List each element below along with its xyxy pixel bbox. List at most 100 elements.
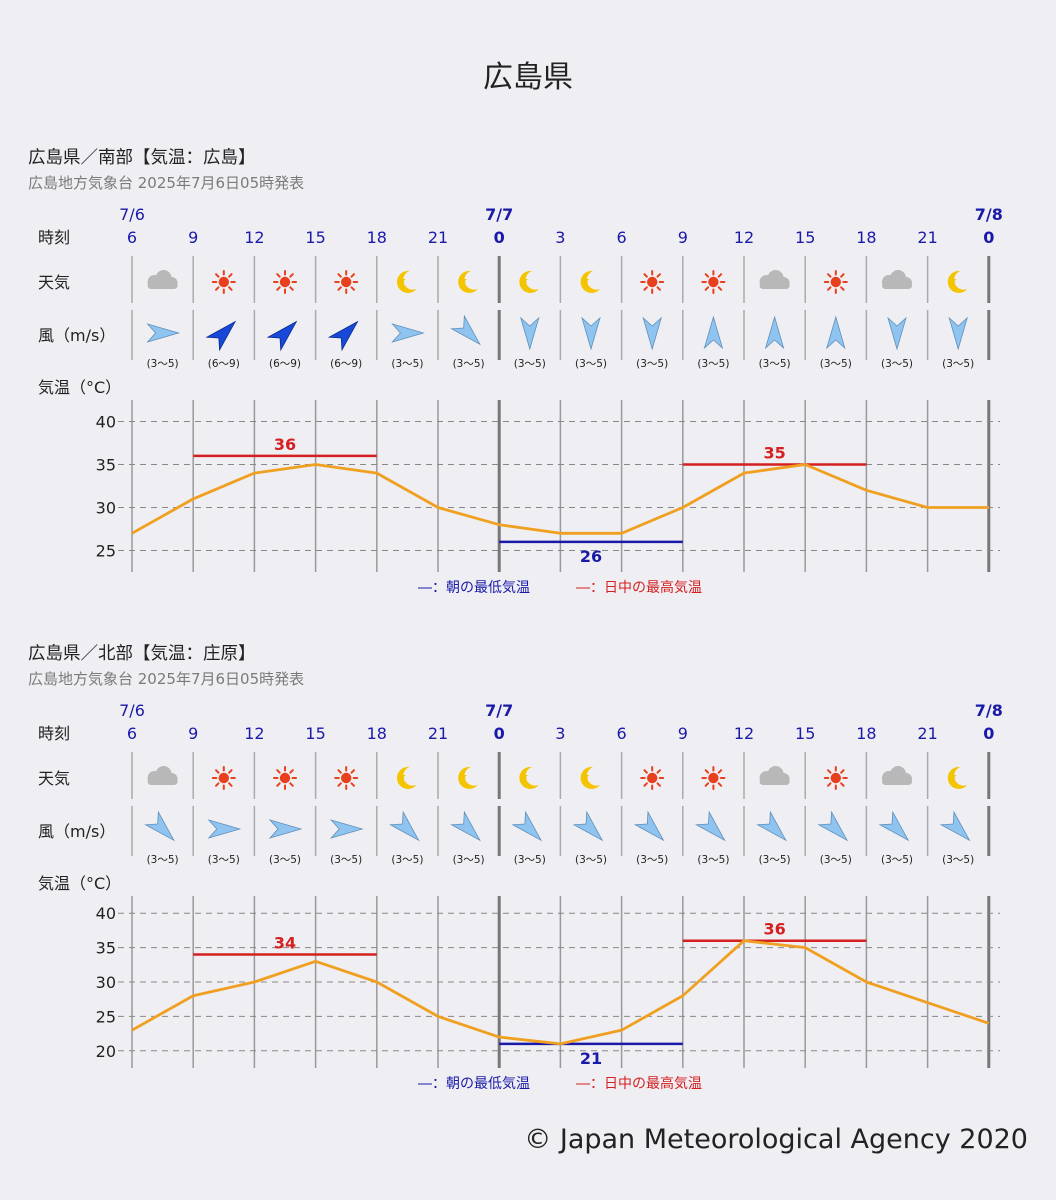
wind-speed-label: (3～5) xyxy=(820,854,852,866)
y-tick-label: 35 xyxy=(96,939,116,958)
wind-speed-label: (3～5) xyxy=(881,358,913,370)
y-tick-label: 30 xyxy=(96,973,116,992)
y-tick-label: 40 xyxy=(96,904,116,923)
date-label: 7/7 xyxy=(485,701,513,720)
wind-arrow-icon xyxy=(764,315,785,350)
hour-label: 18 xyxy=(856,724,876,743)
hour-label: 15 xyxy=(795,724,815,743)
wind-arrow-icon xyxy=(826,315,846,350)
wind-speed-label: (3～5) xyxy=(881,854,913,866)
sun-icon xyxy=(823,270,848,294)
date-label: 7/6 xyxy=(119,701,145,720)
wind-speed-label: (6～9) xyxy=(330,358,362,370)
wind-arrow-icon xyxy=(205,320,237,352)
hour-label: 12 xyxy=(734,724,754,743)
wind-speed-label: (3～5) xyxy=(208,854,240,866)
daily-max-label: 36 xyxy=(274,435,296,454)
wind-arrow-icon xyxy=(695,810,726,842)
cloud-icon xyxy=(759,270,790,289)
wind-speed-label: (6～9) xyxy=(208,358,240,370)
hour-label: 21 xyxy=(428,724,448,743)
wind-speed-label: (3～5) xyxy=(575,854,607,866)
moon-icon: ★ xyxy=(580,766,600,789)
moon-icon: ★ xyxy=(458,270,478,293)
wind-speed-label: (6～9) xyxy=(269,358,301,370)
wind-arrow-icon xyxy=(329,819,364,839)
wind-speed-label: (3～5) xyxy=(514,854,546,866)
y-tick-label: 20 xyxy=(96,1042,116,1061)
moon-icon: ★ xyxy=(396,766,417,789)
hour-label: 21 xyxy=(917,724,937,743)
wind-speed-label: (3～5) xyxy=(575,358,607,370)
wind-speed-label: (3～5) xyxy=(391,358,423,370)
hour-label: 3 xyxy=(555,724,565,743)
hour-label: 18 xyxy=(367,724,387,743)
hour-label: 18 xyxy=(856,228,876,247)
hour-label: 9 xyxy=(188,228,198,247)
svg-text:★: ★ xyxy=(460,276,468,286)
cloud-icon xyxy=(147,270,178,289)
moon-icon: ★ xyxy=(947,766,968,789)
wind-speed-label: (3～5) xyxy=(147,854,179,866)
svg-text:★: ★ xyxy=(949,772,957,782)
issued-text: 広島地方気象台 2025年7月6日05時発表 xyxy=(28,174,304,192)
svg-text:★: ★ xyxy=(582,772,590,782)
legend-max: ―：日中の最高気温 xyxy=(576,1075,702,1092)
hour-label: 12 xyxy=(734,228,754,247)
cloud-icon xyxy=(147,766,178,785)
wind-arrow-icon xyxy=(520,316,540,351)
hour-label: 9 xyxy=(678,228,688,247)
sun-icon xyxy=(823,766,848,790)
row-label-wind: 風（m/s） xyxy=(38,822,115,841)
sun-icon xyxy=(701,766,726,790)
wind-arrow-icon xyxy=(266,320,298,352)
wind-speed-label: (3～5) xyxy=(330,854,362,866)
hour-label: 6 xyxy=(127,228,137,247)
wind-arrow-icon xyxy=(581,316,601,351)
hour-label: 0 xyxy=(494,228,505,247)
svg-text:★: ★ xyxy=(521,772,529,782)
wind-arrow-icon xyxy=(633,810,665,842)
wind-speed-label: (3～5) xyxy=(453,358,485,370)
hour-label: 12 xyxy=(244,228,264,247)
forecast-panel-south: 広島県／南部【気温：広島】広島地方気象台 2025年7月6日05時発表 7/6 7/… xyxy=(28,148,1003,596)
hour-label: 0 xyxy=(494,724,505,743)
row-label-wind: 風（m/s） xyxy=(38,326,115,345)
sun-icon xyxy=(273,270,297,294)
hour-label: 21 xyxy=(917,228,937,247)
wind-arrow-icon xyxy=(391,323,425,343)
wind-arrow-icon xyxy=(939,810,971,842)
wind-speed-label: (3～5) xyxy=(269,854,301,866)
morning-min-label: 21 xyxy=(580,1049,602,1068)
moon-icon: ★ xyxy=(947,270,968,293)
sun-icon xyxy=(334,766,359,790)
row-label-weather: 天気 xyxy=(38,273,70,292)
svg-text:★: ★ xyxy=(582,276,590,286)
wind-arrow-icon xyxy=(207,819,242,839)
date-label: 7/6 xyxy=(119,205,145,224)
row-label-temp: 気温（°C） xyxy=(38,378,121,397)
row-label-time: 時刻 xyxy=(38,724,70,743)
wind-speed-label: (3～5) xyxy=(759,854,791,866)
wind-arrow-icon xyxy=(703,315,724,350)
row-label-weather: 天気 xyxy=(38,769,70,788)
sun-icon xyxy=(334,270,359,294)
wind-arrow-icon xyxy=(327,320,359,352)
legend-min: ―：朝の最低気温 xyxy=(418,1076,530,1092)
wind-speed-label: (3～5) xyxy=(942,854,974,866)
row-label-temp: 気温（°C） xyxy=(38,874,121,893)
svg-text:★: ★ xyxy=(521,276,529,286)
sun-icon xyxy=(640,270,665,294)
sun-icon xyxy=(701,270,726,294)
wind-speed-label: (3～5) xyxy=(514,358,546,370)
hour-label: 0 xyxy=(983,724,994,743)
wind-arrow-icon xyxy=(642,316,662,351)
y-tick-label: 30 xyxy=(96,499,116,518)
sun-icon xyxy=(273,766,297,790)
sun-icon xyxy=(211,766,236,790)
wind-arrow-icon xyxy=(887,316,907,351)
moon-icon: ★ xyxy=(519,766,539,789)
wind-arrow-icon xyxy=(144,810,175,842)
next-max-label: 36 xyxy=(763,920,785,939)
wind-speed-label: (3～5) xyxy=(697,358,729,370)
